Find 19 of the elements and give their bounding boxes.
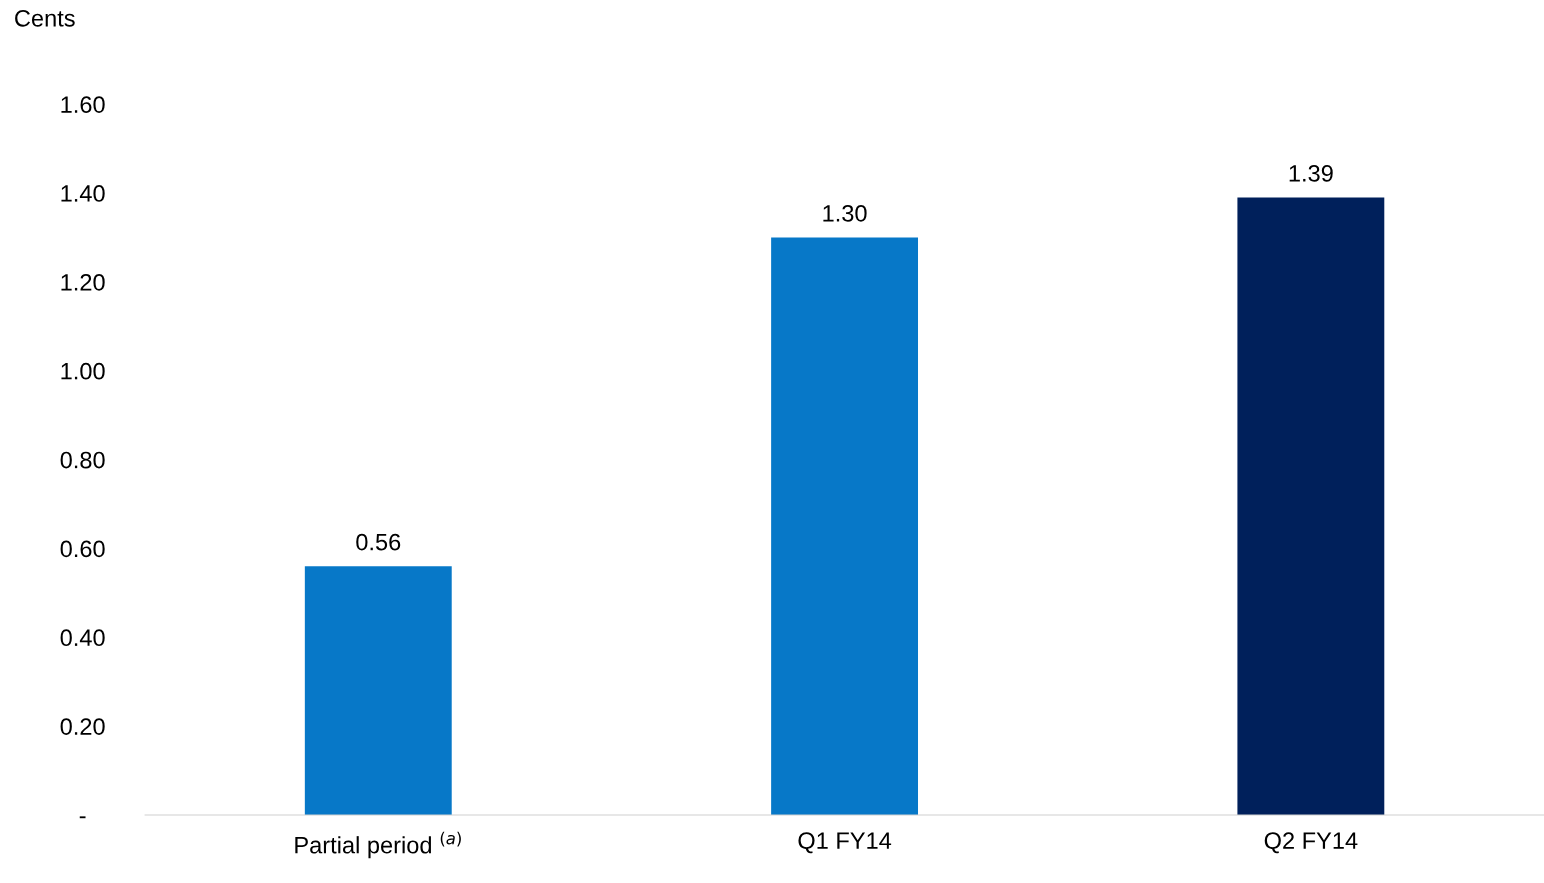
y-tick-label: 0.60 (60, 540, 105, 558)
y-tick-label: - (79, 816, 86, 819)
x-tick-label: Q1 FY14 (798, 832, 892, 854)
x-tick-label: Partial period $^{(a)}$ (295, 831, 461, 859)
data-label: 1.30 (823, 204, 867, 222)
y-tick-label: 1.40 (61, 185, 105, 202)
bar (1237, 197, 1385, 816)
y-tick-label: 0.20 (60, 718, 105, 735)
data-label: 0.56 (356, 533, 401, 551)
y-tick-label: 1.60 (61, 96, 105, 113)
bar (304, 566, 452, 816)
y-tick-label: 1.00 (61, 362, 105, 380)
bar (771, 237, 919, 816)
y-axis-title: Cents (15, 9, 75, 27)
y-tick-label: 1.20 (61, 273, 105, 291)
y-tick-label: 0.80 (60, 451, 105, 469)
data-label: 1.39 (1289, 164, 1333, 182)
x-tick-label: Q2 FY14 (1264, 832, 1358, 854)
y-tick-label: 0.40 (60, 629, 105, 647)
